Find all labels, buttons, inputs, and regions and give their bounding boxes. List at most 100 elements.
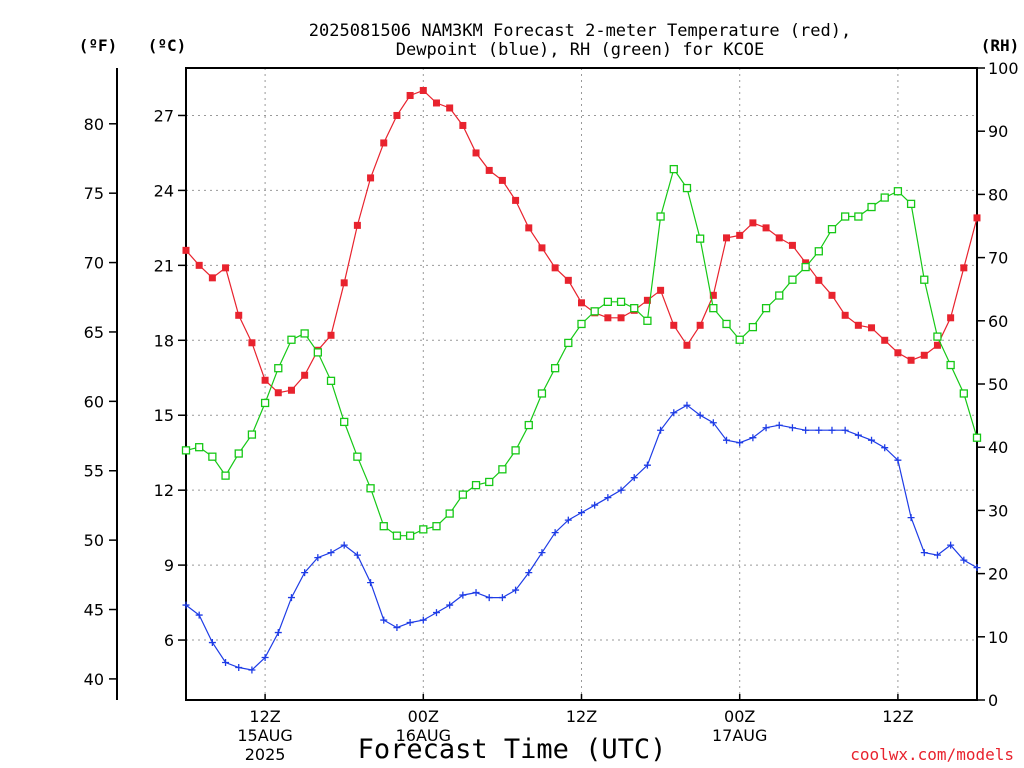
rh-point (630, 304, 639, 313)
temperature-point (657, 286, 665, 294)
dewpoint-point (485, 594, 493, 602)
rh-point (340, 417, 349, 427)
x-tick-label: 00Z (408, 707, 439, 726)
rh-point (643, 316, 652, 325)
temperature-point (854, 321, 862, 329)
temperature-point (947, 314, 955, 322)
temperature-point (419, 86, 427, 94)
rh-point (946, 360, 955, 370)
rh-point (906, 199, 916, 209)
rh-point (761, 304, 771, 313)
x-tick-year: 2025 (245, 745, 286, 764)
fahrenheit-tick-label: 55 (84, 462, 104, 481)
dewpoint-point (551, 529, 559, 537)
temperature-point (301, 371, 309, 379)
dewpoint-point (604, 494, 612, 502)
temperature-point (353, 221, 361, 229)
temperature-point (894, 349, 902, 357)
dewpoint-point (775, 421, 783, 429)
temperature-point (525, 224, 533, 232)
rh-point (841, 212, 850, 221)
dewpoint-point (208, 639, 216, 647)
rh-point (722, 319, 731, 329)
rh-point (867, 202, 876, 212)
chart-title-line1: 2025081506 NAM3KM Forecast 2-meter Tempe… (309, 21, 851, 41)
temperature-point (393, 111, 401, 119)
rh-point (419, 525, 428, 534)
dewpoint-point (498, 594, 506, 602)
plot-frame (185, 67, 978, 701)
dewpoint-point (393, 624, 401, 632)
temperature-point (182, 246, 190, 254)
temperature-point (696, 321, 704, 329)
rh-point (221, 471, 230, 480)
dewpoint-point (472, 589, 480, 597)
temperature-point (920, 351, 928, 359)
rh-point (300, 329, 309, 338)
dewpoint-point (406, 619, 414, 627)
x-tick-label: 12Z (566, 707, 597, 726)
dewpoint-point (841, 426, 849, 434)
rh-point (564, 338, 573, 348)
dewpoint-point (960, 556, 968, 564)
temperature-point (367, 174, 375, 182)
rh-tick-label: 60 (988, 312, 1008, 331)
rh-tick-label: 50 (988, 375, 1008, 394)
dewpoint-point (643, 461, 651, 469)
rh-point (195, 443, 204, 452)
dewpoint-point (287, 594, 295, 602)
temperature-point (446, 104, 454, 112)
x-tick-date: 15AUG (237, 726, 292, 745)
dewpoint-point (657, 426, 665, 434)
rh-point (669, 164, 678, 174)
rh-point (537, 389, 547, 398)
temperature-point (340, 279, 348, 287)
dewpoint-point (709, 419, 717, 427)
rh-point (788, 275, 797, 284)
rh-point (326, 376, 336, 385)
chart-title-line2: Dewpoint (blue), RH (green) for KCOE (396, 40, 764, 60)
celsius-tick-label: 18 (154, 331, 174, 350)
celsius-unit-label: (ºC) (148, 36, 187, 55)
dewpoint-point (367, 579, 375, 587)
rh-point (959, 389, 968, 398)
rh-point (616, 297, 626, 306)
temperature-point (868, 324, 876, 332)
fahrenheit-tick-label: 75 (84, 184, 104, 203)
temperature-point (498, 176, 506, 184)
dewpoint-point (222, 659, 230, 667)
rh-point (920, 275, 929, 284)
celsius-tick-label: 15 (154, 406, 174, 425)
rh-tick-label: 70 (988, 249, 1008, 268)
dewpoint-point (525, 569, 533, 577)
dewpoint-point (788, 424, 796, 432)
rh-point (524, 420, 533, 430)
x-tick-date: 17AUG (712, 726, 767, 745)
temperature-point (274, 389, 282, 397)
x-tick-label: 00Z (724, 707, 755, 726)
rh-point (775, 291, 784, 300)
dewpoint-point (340, 541, 348, 549)
dewpoint-point (828, 426, 836, 434)
fahrenheit-tick-label: 40 (84, 670, 104, 689)
dewpoint-point (894, 456, 902, 464)
temperature-point (538, 244, 546, 252)
temperature-point (485, 166, 493, 174)
temperature-point (736, 231, 744, 239)
rh-point (656, 212, 665, 221)
rh-point (366, 484, 375, 493)
dewpoint-point (314, 554, 322, 562)
rh-point (247, 430, 257, 439)
temperature-point (327, 331, 335, 339)
dewpoint-point (617, 486, 625, 494)
rh-point (392, 531, 402, 540)
fahrenheit-tick-label: 60 (84, 392, 104, 411)
temperature-point (643, 296, 651, 304)
rh-point (748, 322, 758, 332)
rh-point (234, 449, 243, 458)
temperature-point (512, 196, 520, 204)
temperature-point (617, 314, 625, 322)
dewpoint-point (578, 509, 585, 517)
dewpoint-point (723, 436, 731, 444)
rh-point (735, 335, 744, 344)
